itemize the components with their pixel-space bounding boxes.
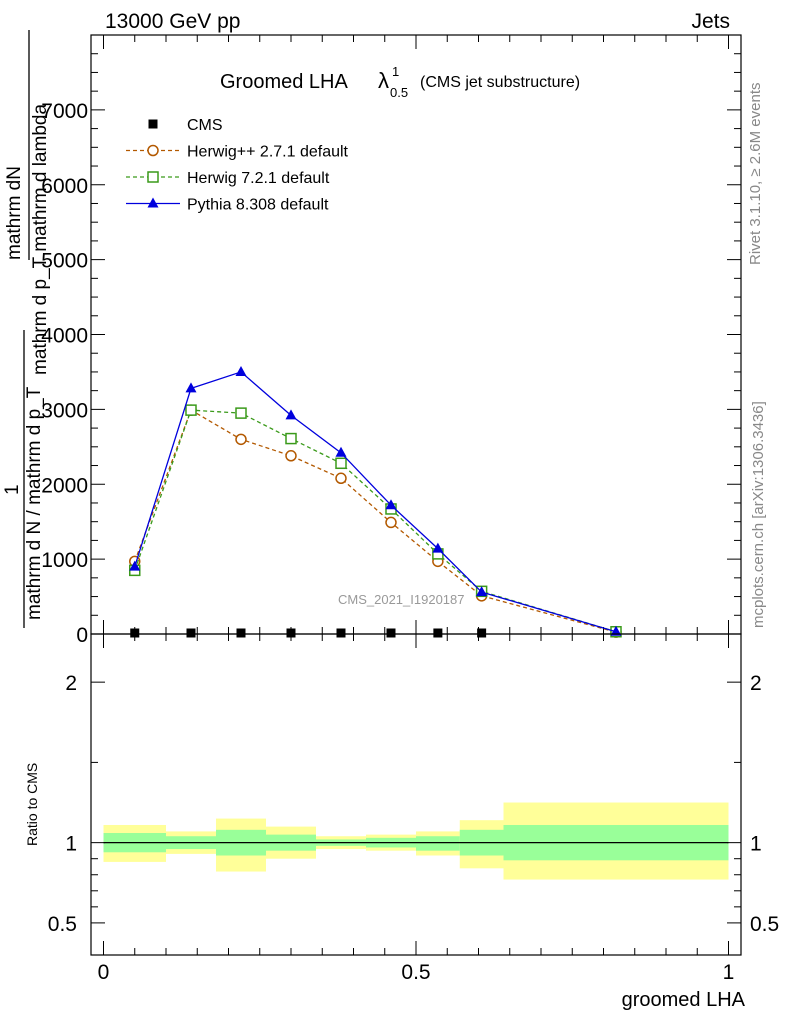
- ratio-ylabel: Ratio to CMS: [24, 763, 40, 846]
- xtick-label: 0.5: [401, 961, 430, 984]
- data-point: [285, 450, 297, 462]
- ratio-ytick-label: 2: [65, 672, 77, 695]
- legend-item: Herwig 7.2.1 default: [126, 170, 330, 187]
- data-point: [285, 409, 297, 420]
- ylabel-line-3: 1: [2, 484, 23, 495]
- data-point: [477, 628, 487, 638]
- series-pythia-8-308-default: [129, 365, 622, 636]
- data-point: [185, 404, 197, 416]
- data-point: [385, 516, 397, 529]
- series-line: [134, 409, 617, 633]
- data-point: [335, 446, 347, 457]
- main-ytick-label: 1000: [41, 549, 88, 572]
- ratio-ytick-label: 1: [65, 833, 77, 856]
- xtick-label: 0: [98, 961, 110, 984]
- data-point: [385, 499, 397, 510]
- ratio-ytick-label-right: 2: [750, 672, 762, 695]
- data-point: [185, 382, 197, 393]
- data-point: [147, 144, 159, 157]
- data-point: [335, 472, 347, 485]
- rivet-label: Rivet 3.1.10, ≥ 2.6M events: [747, 83, 764, 266]
- ratio-ytick-label-right: 1: [750, 833, 762, 856]
- legend-label: Pythia 8.308 default: [187, 197, 329, 214]
- series-cms: [130, 628, 621, 638]
- data-point: [476, 586, 488, 597]
- main-ytick-label: 6000: [41, 175, 88, 198]
- title-lambda: λ: [378, 68, 389, 93]
- data-point: [336, 628, 346, 638]
- main-ytick-label: 2000: [41, 474, 88, 497]
- analysis-watermark: CMS_2021_I1920187: [338, 592, 465, 607]
- ratio-frame: [90, 633, 742, 956]
- data-point: [235, 365, 247, 376]
- title-subscript: 0.5: [390, 85, 408, 100]
- xaxis-label: groomed LHA: [622, 989, 746, 1011]
- ratio-ytick-label-right: 0.5: [750, 913, 779, 936]
- legend-label: Herwig 7.2.1 default: [187, 170, 330, 187]
- main-plot: 0 1000 2000 3000 4000 5000 6000 7000 CMS Herwig++…: [41, 34, 742, 647]
- data-point: [147, 171, 159, 183]
- main-ytick-label: 7000: [41, 100, 88, 123]
- plot-title: Groomed LHA λ 1 0.5 (CMS jet substructur…: [220, 64, 580, 100]
- ratio-ytick-label: 0.5: [48, 913, 77, 936]
- title-suffix: (CMS jet substructure): [420, 74, 580, 91]
- ylabel-line-4: mathrm d N / mathrm d p_T: [24, 386, 45, 620]
- data-point: [129, 560, 141, 571]
- ratio-band-green: [416, 836, 460, 851]
- data-point: [386, 628, 396, 638]
- legend: CMS Herwig++ 2.7.1 default Herwig 7.2.1 de…: [126, 117, 349, 214]
- data-point: [285, 432, 297, 445]
- data-point: [186, 628, 196, 638]
- data-point: [286, 628, 296, 638]
- legend-item: CMS: [148, 117, 223, 134]
- ratio-plot: 0.5 0.5 1 1 2 2 0 0.5 1: [48, 633, 779, 984]
- legend-label: Herwig++ 2.7.1 default: [187, 144, 349, 161]
- legend-item: Pythia 8.308 default: [126, 197, 329, 214]
- data-point: [432, 542, 444, 553]
- data-point: [130, 628, 140, 638]
- data-point: [148, 119, 158, 129]
- data-point: [335, 457, 347, 470]
- main-ylabel: mathrm dN mathrm d p_T mathrm d lambda 1…: [2, 30, 51, 628]
- data-point: [433, 628, 443, 638]
- data-point: [236, 628, 246, 638]
- data-point: [147, 197, 159, 208]
- main-ytick-label: 3000: [41, 399, 88, 422]
- ylabel-line-2: mathrm d p_T mathrm d lambda: [30, 104, 51, 375]
- title-superscript: 1: [392, 64, 399, 79]
- main-ytick-label: 4000: [41, 325, 88, 348]
- data-point: [235, 407, 247, 419]
- data-point: [610, 625, 622, 636]
- main-ytick-label: 0: [76, 624, 88, 647]
- data-point: [235, 433, 247, 446]
- header-energy: 13000 GeV pp: [105, 10, 240, 33]
- legend-label: CMS: [187, 117, 223, 134]
- legend-item: Herwig++ 2.7.1 default: [126, 144, 349, 161]
- main-ytick-label: 5000: [41, 250, 88, 273]
- xtick-label: 1: [723, 961, 735, 984]
- mcplots-label: mcplots.cern.ch [arXiv:1306.3436]: [750, 401, 767, 628]
- title-main: Groomed LHA: [220, 71, 348, 93]
- ylabel-line-1: mathrm dN: [4, 166, 25, 260]
- header-process: Jets: [691, 10, 730, 33]
